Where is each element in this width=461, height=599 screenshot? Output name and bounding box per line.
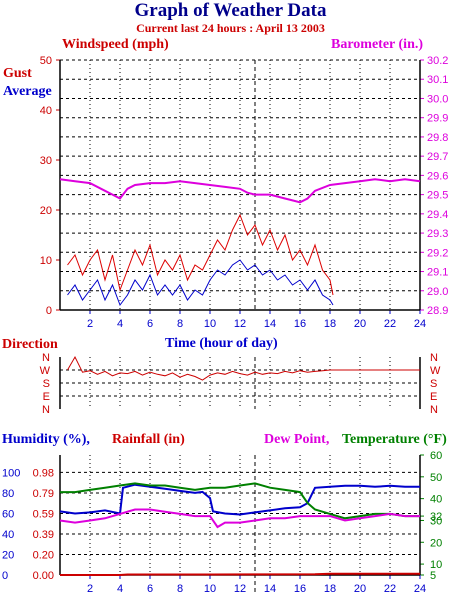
baro-tick-label: 29.3: [427, 228, 448, 240]
rainfall-tick-label: 0.39: [33, 529, 54, 541]
humidity-axis-label: Humidity (%),: [2, 432, 90, 447]
direction-panel: N NW WS SE EN N: [40, 352, 441, 416]
baro-tick-label: 29.4: [427, 209, 448, 221]
wind-barometer-panel: 28.9 29.0 29.1 29.2 29.3 29.4 29.5 29.6 29.7 29.8…: [40, 55, 449, 330]
temperature-tick-label: 32: [430, 511, 442, 523]
gust-series-line: [67, 213, 334, 296]
time-tick-label: 22: [384, 318, 396, 330]
humidity-time-tick-label: 14: [264, 583, 276, 595]
rainfall-tick-label: 0.59: [33, 508, 54, 520]
time-tick-label: 24: [414, 318, 426, 330]
rainfall-axis-label: Rainfall (in): [112, 432, 185, 447]
direction-series-line: [67, 355, 420, 381]
wind-tick-label: 20: [40, 205, 52, 217]
humidity-tick-label: 40: [2, 529, 14, 541]
baro-tick-label: 29.7: [427, 151, 448, 163]
direction-left-label: S: [43, 378, 50, 390]
page-subtitle: Current last 24 hours : April 13 2003: [136, 21, 325, 35]
time-tick-label: 12: [234, 318, 246, 330]
humidity-time-tick-label: 8: [177, 583, 183, 595]
humidity-time-tick-label: 10: [204, 583, 216, 595]
baro-tick-label: 30.1: [427, 74, 448, 86]
baro-tick-label: 30.0: [427, 93, 448, 105]
humidity-series-line: [59, 483, 420, 516]
direction-left-label: N: [42, 352, 50, 364]
temperature-tick-label: 60: [430, 450, 442, 462]
dewpoint-axis-label: Dew Point,: [264, 432, 330, 447]
wind-tick-label: 40: [40, 105, 52, 117]
time-tick-label: 14: [264, 318, 276, 330]
humidity-tick-label: 100: [2, 467, 20, 479]
time-tick-label: 2: [87, 318, 93, 330]
wind-tick-label: 30: [40, 155, 52, 167]
average-legend-label: Average: [3, 84, 52, 99]
temperature-tick-label: 30: [430, 515, 442, 527]
rainfall-tick-label: 0.20: [33, 549, 54, 561]
baro-tick-label: 29.8: [427, 132, 448, 144]
time-tick-label: 4: [117, 318, 123, 330]
direction-right-label: N: [430, 352, 438, 364]
barometer-axis-label: Barometer (in.): [331, 37, 424, 52]
baro-tick-label: 29.9: [427, 113, 448, 125]
page-title: Graph of Weather Data: [134, 0, 327, 21]
temperature-axis-label: Temperature (°F): [342, 432, 447, 447]
baro-tick-label: 29.6: [427, 170, 448, 182]
baro-tick-label: 29.2: [427, 247, 448, 259]
time-tick-label: 16: [294, 318, 306, 330]
baro-tick-label: 29.1: [427, 267, 448, 279]
humidity-time-tick-label: 16: [294, 583, 306, 595]
direction-left-label: N: [42, 404, 50, 416]
direction-right-label: N: [430, 404, 438, 416]
average-series-line: [67, 259, 334, 307]
time-tick-label: 10: [204, 318, 216, 330]
temperature-tick-label: 50: [430, 472, 442, 484]
time-tick-label: 6: [147, 318, 153, 330]
humidity-tick-label: 80: [2, 488, 14, 500]
temperature-tick-label: 10: [430, 559, 442, 571]
rainfall-tick-label: 0.79: [33, 488, 54, 500]
humidity-time-tick-label: 12: [234, 583, 246, 595]
direction-right-label: S: [430, 378, 437, 390]
barometer-series-line: [59, 178, 421, 204]
time-tick-label: 8: [177, 318, 183, 330]
baro-tick-label: 29.5: [427, 190, 448, 202]
temperature-tick-label: 40: [430, 494, 442, 506]
humidity-time-tick-label: 22: [384, 583, 396, 595]
humidity-tick-label: 20: [2, 549, 14, 561]
time-axis-label: Time (hour of day): [165, 336, 278, 351]
baro-tick-label: 30.2: [427, 55, 448, 67]
wind-tick-label: 10: [40, 255, 52, 267]
direction-right-label: E: [430, 391, 437, 403]
baro-tick-label: 29.0: [427, 286, 448, 298]
humidity-time-tick-label: 4: [117, 583, 123, 595]
humidity-time-tick-label: 2: [87, 583, 93, 595]
rainfall-series-line: [60, 572, 420, 576]
wind-tick-label: 0: [46, 305, 52, 317]
humidity-tick-label: 0: [2, 570, 8, 582]
rainfall-tick-label: 0.98: [33, 467, 54, 479]
direction-left-label: W: [40, 365, 51, 377]
humidity-time-tick-label: 24: [414, 583, 426, 595]
temperature-tick-label: 20: [430, 537, 442, 549]
humidity-tick-label: 60: [2, 508, 14, 520]
temperature-tick-label: 5: [430, 570, 436, 582]
humidity-time-tick-label: 6: [147, 583, 153, 595]
rainfall-tick-label: 0.00: [33, 570, 54, 582]
humidity-time-tick-label: 20: [354, 583, 366, 595]
baro-tick-label: 28.9: [427, 305, 448, 317]
time-tick-label: 20: [354, 318, 366, 330]
wind-tick-label: 50: [40, 55, 52, 67]
gust-legend-label: Gust: [3, 66, 32, 81]
windspeed-axis-label: Windspeed (mph): [62, 37, 169, 52]
temperature-series-line: [60, 482, 420, 520]
dewpoint-series-line: [59, 508, 420, 529]
direction-left-label: E: [43, 391, 50, 403]
direction-right-label: W: [430, 365, 441, 377]
humidity-time-tick-label: 18: [324, 583, 336, 595]
time-tick-label: 18: [324, 318, 336, 330]
direction-axis-label: Direction: [2, 337, 58, 352]
